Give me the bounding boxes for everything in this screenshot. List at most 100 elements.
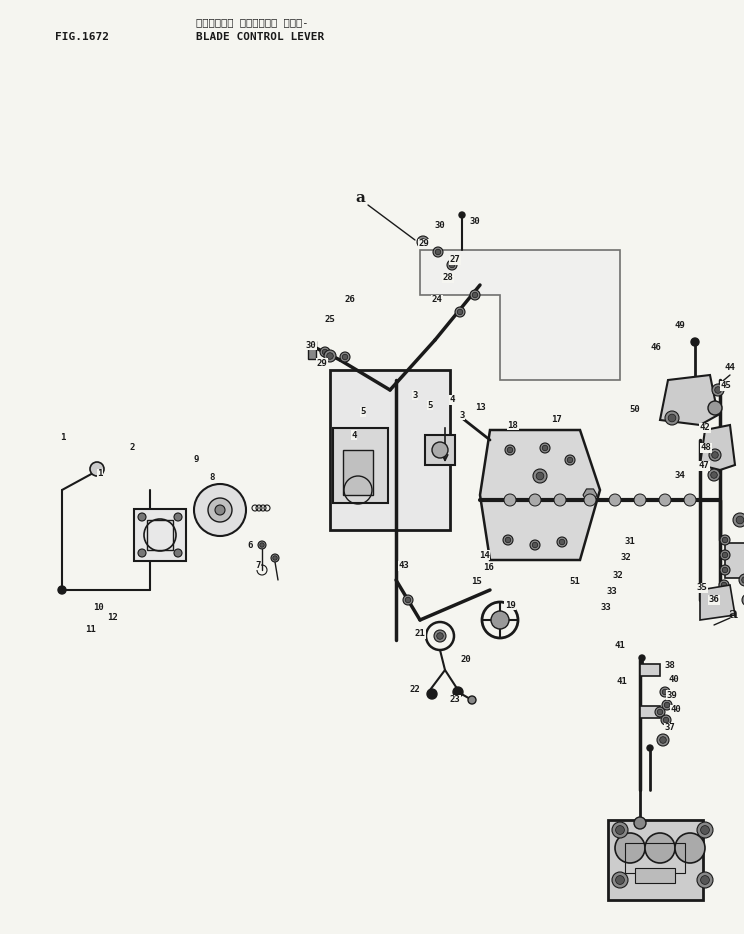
- Circle shape: [721, 582, 727, 587]
- Circle shape: [675, 833, 705, 863]
- Circle shape: [530, 540, 540, 550]
- Circle shape: [719, 580, 729, 590]
- Text: 2: 2: [129, 443, 135, 451]
- Bar: [308, 341, 316, 359]
- Circle shape: [708, 401, 722, 415]
- Circle shape: [503, 535, 513, 545]
- Circle shape: [533, 469, 547, 483]
- Bar: [608, 820, 702, 900]
- Text: 41: 41: [615, 641, 626, 649]
- Text: 45: 45: [721, 381, 731, 390]
- Circle shape: [609, 494, 621, 506]
- Circle shape: [433, 247, 443, 257]
- Circle shape: [427, 689, 437, 699]
- Circle shape: [665, 411, 679, 425]
- Circle shape: [324, 350, 336, 362]
- Circle shape: [260, 543, 264, 547]
- Circle shape: [712, 384, 724, 396]
- Text: ブ゛レード゛ コントロール レバー-: ブ゛レード゛ コントロール レバー-: [196, 17, 309, 27]
- Text: 22: 22: [410, 686, 420, 695]
- Polygon shape: [480, 430, 600, 560]
- Circle shape: [615, 833, 645, 863]
- Circle shape: [447, 260, 457, 270]
- Circle shape: [58, 586, 66, 594]
- Text: 3: 3: [459, 411, 465, 419]
- Polygon shape: [700, 425, 735, 470]
- Circle shape: [507, 447, 513, 453]
- Text: 12: 12: [108, 614, 118, 622]
- Circle shape: [434, 630, 446, 642]
- Text: 27: 27: [449, 256, 461, 264]
- Text: 28: 28: [443, 274, 453, 282]
- Text: 30: 30: [469, 218, 481, 227]
- Text: 50: 50: [629, 405, 641, 415]
- Circle shape: [504, 494, 516, 506]
- Text: 5: 5: [427, 401, 433, 409]
- Circle shape: [417, 236, 429, 248]
- Text: 26: 26: [344, 295, 356, 304]
- Circle shape: [701, 875, 709, 884]
- Circle shape: [565, 455, 575, 465]
- Text: 16: 16: [483, 563, 493, 573]
- Text: 40: 40: [669, 675, 679, 685]
- Circle shape: [420, 239, 426, 246]
- Circle shape: [660, 687, 670, 697]
- Circle shape: [668, 414, 676, 422]
- Circle shape: [612, 872, 628, 888]
- Text: BLADE CONTROL LEVER: BLADE CONTROL LEVER: [196, 32, 324, 42]
- Text: 4: 4: [449, 395, 455, 404]
- Circle shape: [697, 872, 713, 888]
- Text: 13: 13: [475, 403, 485, 413]
- Text: 30: 30: [306, 341, 316, 349]
- Circle shape: [697, 822, 713, 838]
- Circle shape: [138, 513, 146, 521]
- Text: 17: 17: [551, 416, 562, 424]
- Text: 18: 18: [507, 420, 519, 430]
- Bar: [134, 509, 186, 561]
- Text: 30: 30: [434, 220, 446, 230]
- Text: 47: 47: [699, 461, 709, 471]
- Text: 3: 3: [412, 390, 417, 400]
- Text: a: a: [355, 191, 365, 205]
- Text: 49: 49: [675, 320, 685, 330]
- Circle shape: [639, 655, 645, 661]
- Text: 14: 14: [478, 550, 490, 559]
- Text: 6: 6: [247, 542, 253, 550]
- Circle shape: [684, 494, 696, 506]
- Circle shape: [657, 734, 669, 746]
- Text: 34: 34: [675, 472, 685, 480]
- Circle shape: [712, 452, 718, 459]
- Bar: [333, 428, 388, 502]
- Circle shape: [327, 353, 333, 360]
- Circle shape: [655, 707, 665, 717]
- Circle shape: [90, 462, 104, 476]
- Circle shape: [634, 494, 646, 506]
- Circle shape: [662, 700, 672, 710]
- Circle shape: [322, 349, 328, 355]
- Bar: [625, 843, 685, 873]
- Circle shape: [664, 702, 670, 708]
- Circle shape: [662, 689, 668, 695]
- Circle shape: [701, 826, 709, 834]
- Circle shape: [529, 494, 541, 506]
- Circle shape: [584, 494, 596, 506]
- Text: 15: 15: [471, 577, 481, 587]
- Text: 41: 41: [617, 677, 627, 686]
- Circle shape: [742, 576, 744, 584]
- Circle shape: [403, 595, 413, 605]
- Text: 42: 42: [699, 423, 711, 432]
- Polygon shape: [583, 488, 597, 501]
- Circle shape: [660, 737, 667, 743]
- Circle shape: [174, 549, 182, 557]
- Circle shape: [661, 715, 671, 725]
- Circle shape: [470, 290, 480, 300]
- Text: 37: 37: [664, 724, 676, 732]
- Circle shape: [722, 537, 728, 543]
- Circle shape: [449, 262, 455, 268]
- Circle shape: [540, 443, 550, 453]
- Circle shape: [711, 472, 717, 478]
- Circle shape: [273, 556, 278, 560]
- Circle shape: [691, 338, 699, 346]
- Circle shape: [647, 745, 653, 751]
- Circle shape: [722, 552, 728, 558]
